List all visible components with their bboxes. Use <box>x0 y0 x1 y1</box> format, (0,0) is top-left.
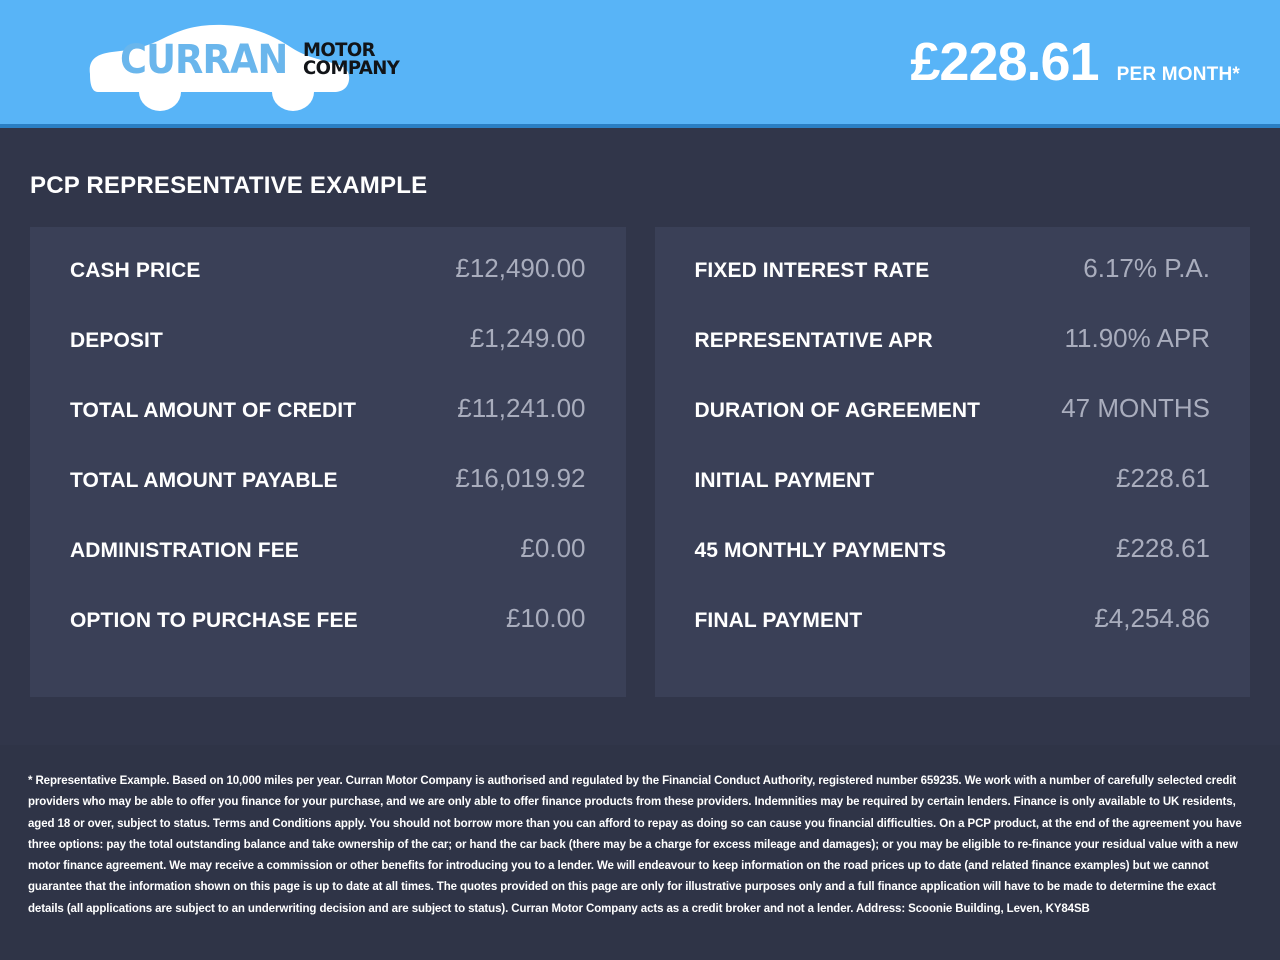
site-header: CURRAN MOTOR COMPANY £228.61 PER MONTH* <box>0 0 1280 128</box>
row-label: OPTION TO PURCHASE FEE <box>70 609 358 632</box>
disclaimer-text: * Representative Example. Based on 10,00… <box>28 775 1242 915</box>
row-value: £4,254.86 <box>1094 603 1210 633</box>
table-row: OPTION TO PURCHASE FEE £10.00 <box>52 603 604 673</box>
table-row: TOTAL AMOUNT PAYABLE £16,019.92 <box>52 463 604 533</box>
page-title: PCP REPRESENTATIVE EXAMPLE <box>30 172 428 199</box>
logo-brand-text: CURRAN <box>120 37 288 83</box>
row-label: TOTAL AMOUNT PAYABLE <box>70 469 338 492</box>
row-label: TOTAL AMOUNT OF CREDIT <box>70 399 357 422</box>
finance-panel-left: CASH PRICE £12,490.00 DEPOSIT £1,249.00 … <box>30 227 626 697</box>
monthly-price-block: £228.61 PER MONTH* <box>910 35 1240 89</box>
row-label: 45 MONTHLY PAYMENTS <box>694 539 947 562</box>
row-label: FIXED INTEREST RATE <box>694 259 930 282</box>
car-silhouette-icon <box>89 24 350 111</box>
row-label: FINAL PAYMENT <box>694 609 863 632</box>
monthly-price-amount: £228.61 <box>910 32 1099 92</box>
company-logo[interactable]: CURRAN MOTOR COMPANY <box>78 12 400 112</box>
finance-panel-right: FIXED INTEREST RATE 6.17% P.A. REPRESENT… <box>654 227 1250 697</box>
pcp-example-section: PCP REPRESENTATIVE EXAMPLE CASH PRICE £1… <box>0 128 1280 745</box>
table-row: REPRESENTATIVE APR 11.90% APR <box>677 323 1229 393</box>
row-value: 47 MONTHS <box>1061 393 1210 423</box>
row-value: £1,249.00 <box>469 323 586 353</box>
table-row: ADMINISTRATION FEE £0.00 <box>52 533 604 603</box>
row-label: REPRESENTATIVE APR <box>694 329 933 352</box>
row-value: £228.61 <box>1116 463 1210 493</box>
logo-company-text: COMPANY <box>302 57 400 80</box>
row-value: £11,241.00 <box>457 393 586 423</box>
row-label: CASH PRICE <box>70 259 201 282</box>
table-row: FINAL PAYMENT £4,254.86 <box>677 603 1229 673</box>
table-row: FIXED INTEREST RATE 6.17% P.A. <box>677 253 1229 323</box>
disclaimer-footer: * Representative Example. Based on 10,00… <box>0 745 1280 960</box>
row-label: ADMINISTRATION FEE <box>70 539 299 562</box>
row-value: £12,490.00 <box>455 253 586 283</box>
table-row: INITIAL PAYMENT £228.61 <box>677 463 1229 533</box>
row-label: INITIAL PAYMENT <box>694 469 875 492</box>
row-value: 11.90% APR <box>1064 323 1210 353</box>
row-value: £16,019.92 <box>455 463 586 493</box>
row-label: DURATION OF AGREEMENT <box>694 399 981 422</box>
table-row: DEPOSIT £1,249.00 <box>52 323 604 393</box>
monthly-price-period: PER MONTH* <box>1116 64 1240 85</box>
row-value: £228.61 <box>1116 533 1210 563</box>
table-row: CASH PRICE £12,490.00 <box>52 253 604 323</box>
finance-panels: CASH PRICE £12,490.00 DEPOSIT £1,249.00 … <box>0 200 1280 697</box>
row-value: £10.00 <box>505 603 586 633</box>
row-label: DEPOSIT <box>70 329 163 352</box>
table-row: TOTAL AMOUNT OF CREDIT £11,241.00 <box>52 393 604 463</box>
row-value: £0.00 <box>520 533 586 563</box>
table-row: 45 MONTHLY PAYMENTS £228.61 <box>677 533 1229 603</box>
table-row: DURATION OF AGREEMENT 47 MONTHS <box>677 393 1229 463</box>
row-value: 6.17% P.A. <box>1083 253 1210 283</box>
logo-motor-text: MOTOR <box>302 39 376 61</box>
